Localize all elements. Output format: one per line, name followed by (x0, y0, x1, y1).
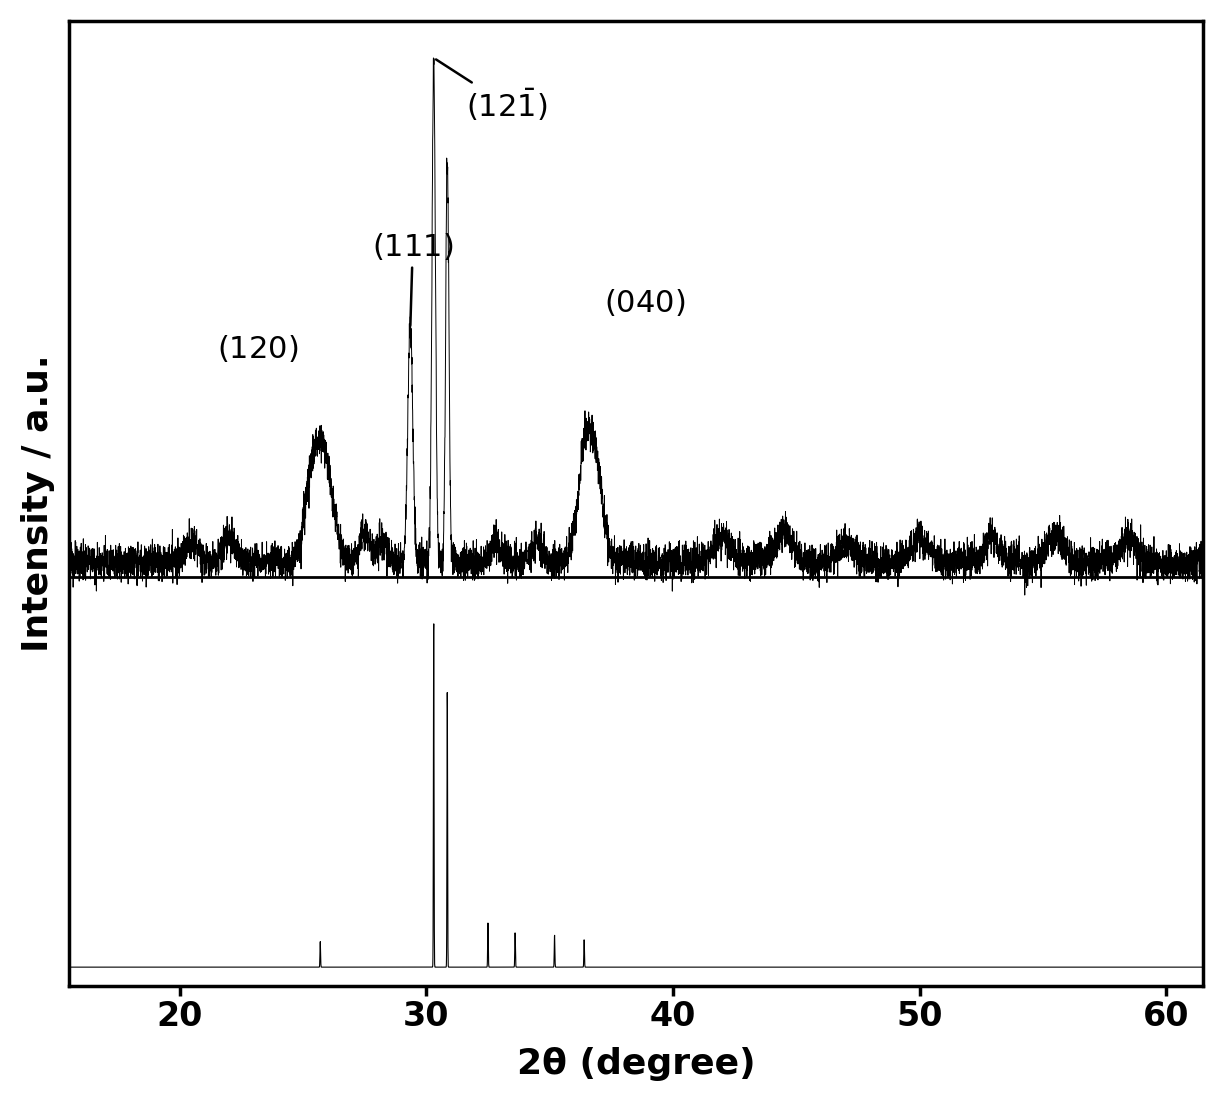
X-axis label: 2θ (degree): 2θ (degree) (517, 1047, 755, 1081)
Text: $(120)$: $(120)$ (217, 333, 299, 364)
Text: $(12\bar{1})$: $(12\bar{1})$ (436, 60, 547, 123)
Text: $(111)$: $(111)$ (372, 231, 453, 325)
Text: $(040)$: $(040)$ (603, 287, 685, 317)
Y-axis label: Intensity / a.u.: Intensity / a.u. (21, 355, 55, 652)
